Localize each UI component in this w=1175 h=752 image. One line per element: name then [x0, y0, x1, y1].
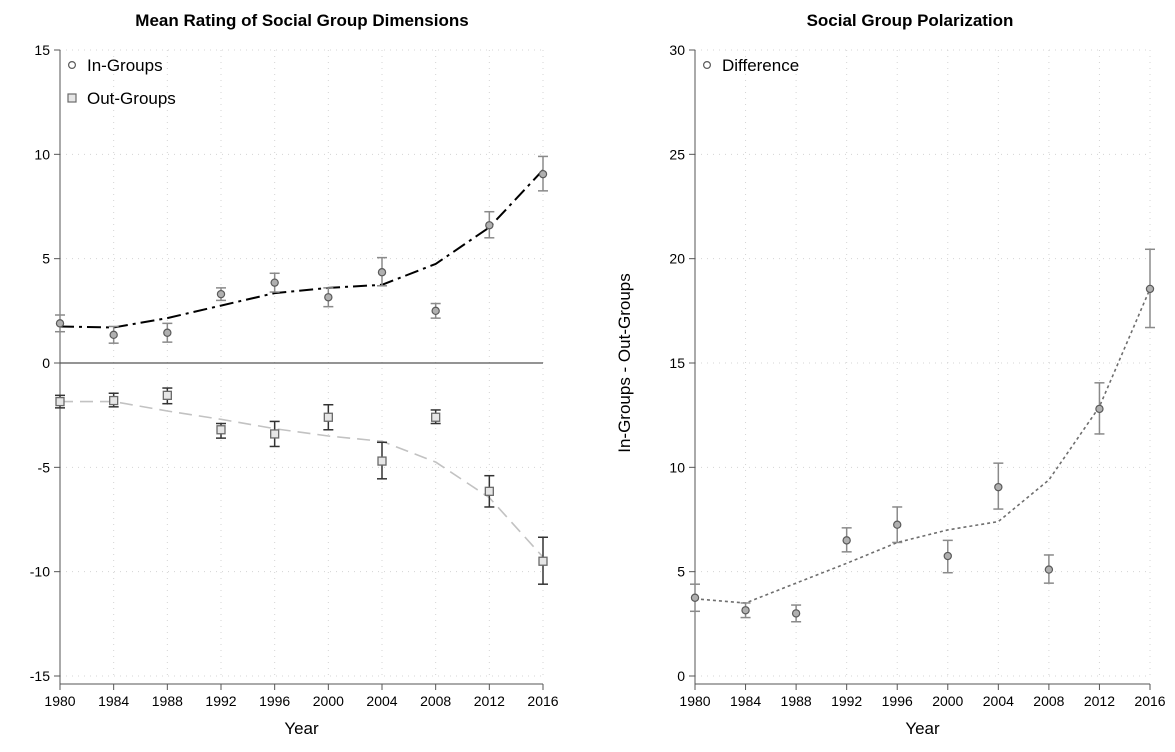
- data-point: [485, 221, 494, 230]
- data-point: [162, 390, 172, 400]
- series-1: [55, 155, 548, 344]
- y-tick-label: 30: [669, 42, 685, 58]
- legend: Difference: [702, 56, 799, 75]
- legend-label: Out-Groups: [87, 89, 176, 108]
- x-tick-label: 2004: [366, 693, 397, 709]
- data-point: [1095, 404, 1104, 414]
- data-point: [216, 425, 226, 435]
- legend-label: Difference: [722, 56, 799, 75]
- data-point: [741, 606, 750, 615]
- data-point: [538, 169, 548, 179]
- y-tick-label: 5: [677, 564, 685, 580]
- data-point: [109, 330, 118, 340]
- x-tick-label: 2016: [1134, 693, 1165, 709]
- x-tick-label: 2008: [420, 693, 451, 709]
- data-point: [893, 520, 902, 529]
- data-point: [690, 593, 700, 602]
- trend-line: [59, 169, 544, 329]
- data-point: [431, 306, 440, 316]
- x-tick-label: 1984: [730, 693, 761, 709]
- x-tick-label: 2004: [983, 693, 1014, 709]
- chart-panel-1: Mean Rating of Social Group Dimensions -1…: [30, 11, 559, 738]
- legend-marker-circle: [67, 60, 76, 69]
- data-point: [270, 278, 279, 287]
- x-tick-label: 2000: [313, 693, 344, 709]
- x-tick-label: 2016: [527, 693, 558, 709]
- data-point: [377, 456, 387, 466]
- legend-label: In-Groups: [87, 56, 163, 75]
- data-point: [1044, 565, 1054, 574]
- data-point: [994, 482, 1003, 492]
- x-tick-label: 1988: [152, 693, 183, 709]
- y-tick-label: -10: [30, 564, 50, 580]
- y-tick-label: 5: [42, 251, 50, 267]
- x-tick-label: 1984: [98, 693, 129, 709]
- x-tick-label: 1988: [781, 693, 812, 709]
- trend-line: [694, 288, 1151, 604]
- x-axis-label: Year: [284, 719, 319, 738]
- chart-title: Mean Rating of Social Group Dimensions: [135, 11, 468, 30]
- grid: [694, 49, 1151, 677]
- data-point: [943, 551, 952, 561]
- y-tick-label: 0: [677, 668, 685, 684]
- data-point: [55, 396, 65, 407]
- y-tick-label: 15: [669, 355, 685, 371]
- data-point: [538, 556, 548, 566]
- x-tick-label: 2012: [474, 693, 505, 709]
- x-tick-label: 1980: [44, 693, 75, 709]
- y-tick-label: 15: [34, 42, 50, 58]
- data-point: [216, 289, 226, 299]
- data-point: [791, 609, 801, 618]
- data-point: [377, 268, 387, 277]
- y-tick-label: 10: [34, 146, 50, 162]
- y-tick-label: 10: [669, 459, 685, 475]
- legend-marker-circle: [702, 60, 711, 69]
- data-point: [484, 486, 494, 496]
- data-point: [270, 429, 280, 439]
- y-tick-label: -5: [38, 459, 51, 475]
- x-tick-label: 1980: [679, 693, 710, 709]
- y-tick-label: -15: [30, 668, 50, 684]
- data-point: [109, 395, 119, 406]
- y-axis-label: In-Groups - Out-Groups: [615, 273, 634, 453]
- data-point: [55, 319, 65, 328]
- data-point: [323, 412, 333, 422]
- data-point: [1145, 284, 1155, 294]
- trend-line: [60, 400, 544, 558]
- y-tick-label: 20: [669, 251, 685, 267]
- x-tick-label: 2000: [932, 693, 963, 709]
- legend: In-Groups Out-Groups: [67, 56, 176, 108]
- x-tick-label: 2008: [1033, 693, 1064, 709]
- data-point: [842, 536, 851, 545]
- x-tick-label: 1996: [259, 693, 290, 709]
- x-tick-label: 2012: [1084, 693, 1115, 709]
- x-tick-label: 1992: [831, 693, 862, 709]
- legend-marker-square: [67, 93, 77, 103]
- x-axis-label: Year: [905, 719, 940, 738]
- y-tick-label: 0: [42, 355, 50, 371]
- data-point: [163, 328, 172, 337]
- y-tick-label: 25: [669, 146, 685, 162]
- data-point: [431, 412, 441, 422]
- data-point: [324, 293, 333, 302]
- chart-panel-2: Social Group Polarization 0 5 10 15 20 25 30 198…: [615, 11, 1166, 738]
- x-tick-label: 1996: [882, 693, 913, 709]
- series-1: [690, 248, 1155, 623]
- x-tick-label: 1992: [205, 693, 236, 709]
- series-2: [55, 387, 548, 585]
- chart-title: Social Group Polarization: [807, 11, 1014, 30]
